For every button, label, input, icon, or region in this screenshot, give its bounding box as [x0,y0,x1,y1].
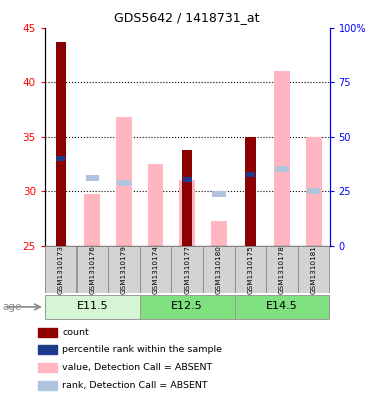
Bar [212,191,225,197]
Text: GSM1310178: GSM1310178 [279,245,285,294]
Bar [172,246,203,293]
Text: GSM1310180: GSM1310180 [216,245,222,294]
Bar [274,71,290,246]
Bar [85,175,99,181]
Bar [56,156,65,161]
Text: E11.5: E11.5 [76,301,108,311]
Bar [179,180,195,246]
Bar [116,117,132,246]
Text: GSM1310179: GSM1310179 [121,245,127,294]
Bar [306,136,322,246]
Bar [117,180,131,186]
Title: GDS5642 / 1418731_at: GDS5642 / 1418731_at [114,11,260,24]
Bar [56,42,66,246]
Text: E14.5: E14.5 [266,301,298,311]
Bar [211,220,227,246]
Bar [45,246,76,293]
Bar [275,166,289,172]
Bar [84,195,100,246]
Text: GSM1310174: GSM1310174 [152,245,159,294]
Bar [76,246,108,293]
Bar [182,150,192,246]
Bar [148,164,163,246]
Bar [140,295,234,319]
Text: GSM1310177: GSM1310177 [184,245,190,294]
Text: percentile rank within the sample: percentile rank within the sample [62,345,222,354]
Bar [45,295,140,319]
Bar [245,136,255,246]
Bar [38,328,57,337]
Bar [235,295,330,319]
Text: E12.5: E12.5 [171,301,203,311]
Text: GSM1310181: GSM1310181 [311,245,317,294]
Text: GSM1310175: GSM1310175 [248,245,254,294]
Bar [203,246,234,293]
Text: GSM1310173: GSM1310173 [58,245,64,294]
Bar [266,246,298,293]
Bar [38,381,57,390]
Bar [246,172,255,177]
Bar [307,188,321,194]
Text: age: age [2,302,21,312]
Bar [38,345,57,354]
Bar [235,246,266,293]
Bar [183,176,191,182]
Bar [108,246,140,293]
Text: count: count [62,328,89,337]
Text: rank, Detection Call = ABSENT: rank, Detection Call = ABSENT [62,381,208,390]
Bar [140,246,171,293]
Bar [38,363,57,372]
Text: GSM1310176: GSM1310176 [89,245,95,294]
Text: value, Detection Call = ABSENT: value, Detection Call = ABSENT [62,363,212,372]
Bar [298,246,330,293]
